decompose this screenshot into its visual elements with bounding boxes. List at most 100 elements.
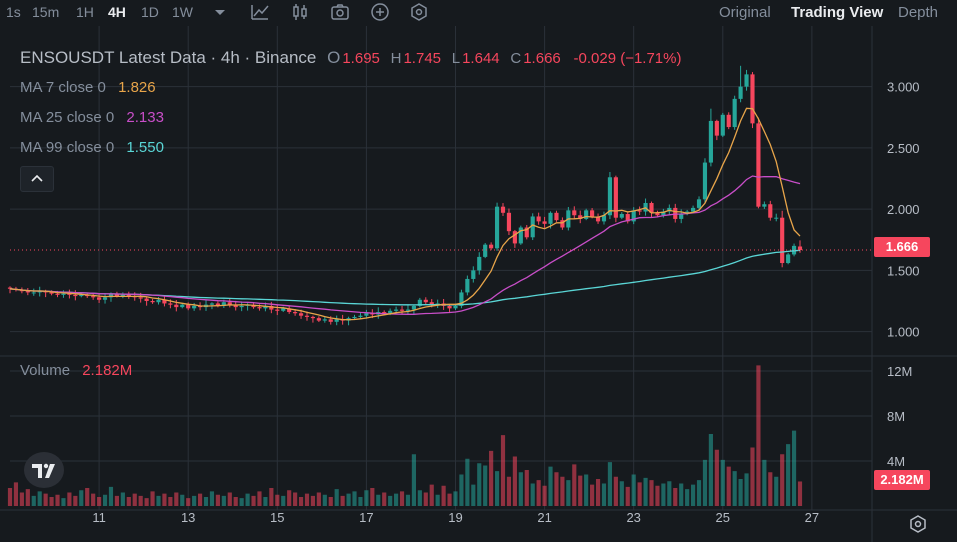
volume-bar bbox=[221, 495, 226, 506]
candle-body bbox=[732, 98, 737, 128]
candle-body bbox=[156, 299, 161, 303]
price-tick-label: 3.000 bbox=[887, 80, 920, 95]
candle-body bbox=[780, 217, 785, 264]
volume-bar bbox=[358, 497, 363, 506]
plus-circle-icon[interactable] bbox=[370, 2, 390, 22]
timeframe-1w[interactable]: 1W bbox=[172, 4, 193, 20]
camera-icon[interactable] bbox=[330, 2, 350, 22]
volume-bar bbox=[459, 474, 464, 506]
volume-bar bbox=[477, 463, 482, 506]
candle-body bbox=[661, 211, 666, 216]
change-value: -0.029 (−1.71%) bbox=[573, 50, 682, 67]
time-tick-label: 11 bbox=[92, 510, 106, 525]
chart-settings-icon[interactable] bbox=[908, 514, 928, 534]
volume-bar bbox=[55, 494, 60, 506]
volume-bar bbox=[649, 480, 654, 506]
candle-body bbox=[144, 298, 149, 301]
candle-body bbox=[536, 216, 541, 222]
volume-bar bbox=[780, 454, 785, 506]
candle-body bbox=[578, 215, 583, 219]
volume-bar bbox=[506, 476, 512, 506]
volume-bar bbox=[209, 491, 215, 506]
volume-bar bbox=[215, 494, 220, 506]
volume-bar bbox=[73, 495, 78, 506]
collapse-legend-button[interactable] bbox=[20, 166, 54, 192]
candle-body bbox=[691, 207, 696, 212]
candle-body bbox=[186, 304, 191, 309]
candle-body bbox=[542, 221, 547, 224]
volume-bar bbox=[696, 480, 702, 506]
volume-tick-label: 4M bbox=[887, 454, 905, 469]
timeframe-1h[interactable]: 1H bbox=[76, 4, 94, 20]
volume-bar bbox=[310, 495, 316, 506]
volume-bar bbox=[619, 481, 624, 506]
open-label: O bbox=[327, 48, 341, 67]
candle-body bbox=[506, 212, 512, 232]
moving-averages bbox=[9, 107, 801, 321]
volume-bar bbox=[673, 488, 678, 506]
candle-body bbox=[108, 293, 114, 298]
volume-bar bbox=[156, 495, 161, 506]
candle-body bbox=[625, 214, 630, 222]
volume-bar bbox=[601, 483, 607, 506]
timeframe-4h[interactable]: 4H bbox=[108, 4, 126, 20]
candle-body bbox=[477, 256, 482, 271]
volume-bar bbox=[542, 485, 547, 506]
tradingview-logo-icon[interactable] bbox=[24, 452, 64, 488]
volume-bar bbox=[340, 495, 345, 506]
candle-body bbox=[696, 199, 702, 208]
volume-bar bbox=[595, 479, 601, 506]
time-tick-label: 25 bbox=[716, 510, 730, 525]
chevron-down-icon[interactable] bbox=[210, 2, 230, 22]
time-tick-label: 23 bbox=[626, 510, 640, 525]
volume-bar bbox=[227, 492, 232, 506]
timeframe-1s[interactable]: 1s bbox=[6, 4, 21, 20]
candle-body bbox=[637, 210, 642, 212]
volume-bar bbox=[150, 491, 155, 506]
volume-bar bbox=[423, 492, 428, 506]
settings-hex-icon[interactable] bbox=[409, 2, 429, 22]
indicator-icon[interactable] bbox=[250, 2, 270, 22]
volume-bar bbox=[453, 491, 458, 506]
volume-bar bbox=[637, 482, 642, 506]
volume-bar bbox=[625, 486, 630, 506]
candle-body bbox=[316, 318, 321, 321]
toolbar: 1s 15m 1H 4H 1D 1W Original Trading View… bbox=[0, 0, 957, 26]
candlestick-chart[interactable]: 1.000 1.500 2.000 2.500 3.000 4M 8M 12M 11 13 15 17… bbox=[0, 26, 957, 542]
candle-body bbox=[7, 287, 13, 289]
candle-body bbox=[275, 309, 280, 311]
timeframe-15m[interactable]: 15m bbox=[32, 4, 60, 20]
volume-bar bbox=[108, 486, 114, 506]
candle-body bbox=[399, 309, 405, 311]
view-trading-view[interactable]: Trading View bbox=[791, 4, 884, 21]
candle-type-icon[interactable] bbox=[290, 2, 310, 22]
axes: 1.000 1.500 2.000 2.500 3.000 4M 8M 12M 11 13 15 17… bbox=[0, 26, 957, 542]
volume-bar bbox=[578, 475, 583, 506]
candle-body bbox=[572, 210, 577, 216]
volume-bar bbox=[518, 472, 523, 506]
candle-body bbox=[287, 308, 292, 313]
volume-bar bbox=[572, 464, 577, 506]
view-depth[interactable]: Depth bbox=[898, 4, 939, 21]
candle-body bbox=[37, 291, 42, 293]
candle-body bbox=[328, 319, 333, 322]
candle-body bbox=[708, 120, 713, 163]
candle-body bbox=[162, 299, 167, 304]
low-label: L bbox=[451, 50, 461, 67]
candle-body bbox=[114, 293, 119, 297]
time-tick-label: 21 bbox=[537, 510, 551, 525]
volume-bar bbox=[197, 493, 203, 506]
candles bbox=[7, 65, 803, 326]
candle-body bbox=[61, 293, 66, 295]
timeframe-1d[interactable]: 1D bbox=[141, 4, 159, 20]
volume-bar bbox=[584, 474, 589, 506]
volume-bar bbox=[607, 462, 613, 506]
candle-body bbox=[750, 74, 755, 124]
view-original[interactable]: Original bbox=[719, 4, 771, 21]
candle-body bbox=[310, 316, 316, 319]
volume-bar bbox=[708, 434, 713, 506]
candle-body bbox=[447, 305, 452, 309]
volume-bar bbox=[49, 497, 54, 506]
volume-bar bbox=[251, 495, 256, 506]
volume-bar bbox=[613, 476, 618, 506]
